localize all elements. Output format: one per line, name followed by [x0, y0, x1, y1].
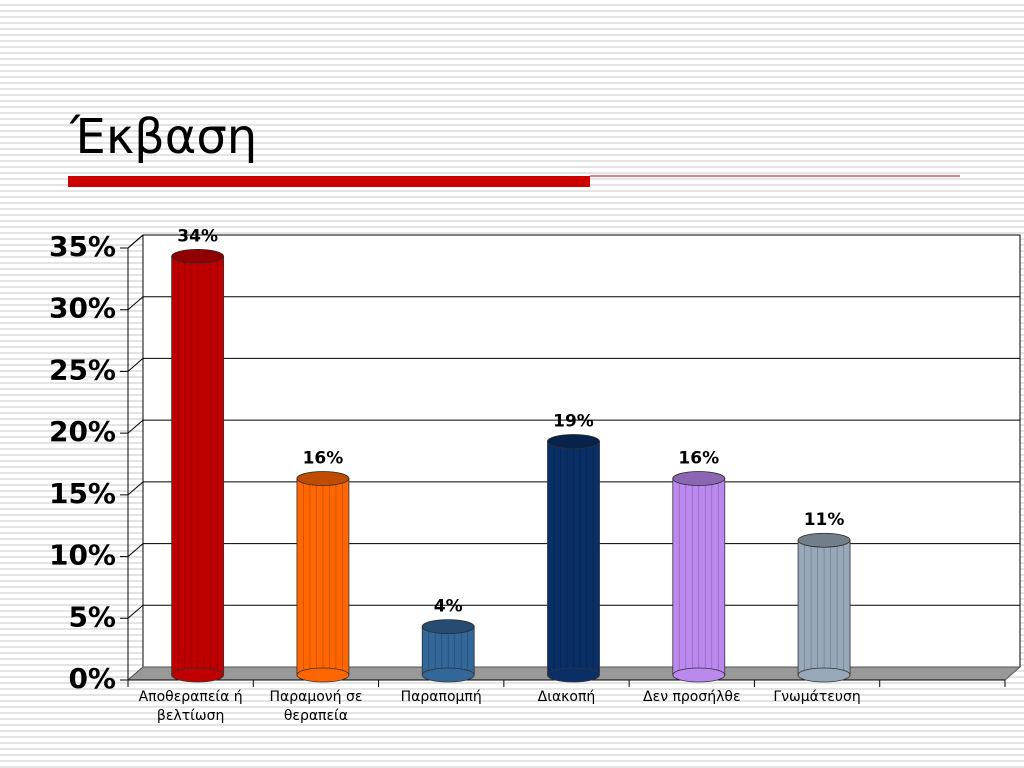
x-tick-label: Παραπομπή: [400, 689, 482, 705]
bar-group: [296, 471, 350, 683]
grid-line-side: [127, 543, 144, 557]
title-underline: [68, 176, 590, 187]
x-tick-label: Αποθεραπεία ή βελτίωση: [138, 689, 243, 724]
bar: [797, 539, 851, 676]
bar-top: [797, 532, 851, 548]
y-tick-label: 30%: [49, 292, 116, 325]
value-label: 11%: [804, 510, 845, 530]
y-tick-label: 20%: [49, 415, 116, 448]
bar: [296, 478, 350, 676]
bar: [171, 255, 225, 676]
bar-top: [672, 471, 726, 486]
x-tick-label-box: Παραμονή σε θεραπεία: [269, 689, 363, 724]
bar-top: [296, 471, 350, 486]
bar-base: [547, 667, 600, 683]
bar: [672, 478, 726, 676]
x-tick-label: Διακοπή: [537, 689, 596, 705]
bar-group: [672, 471, 726, 683]
value-label: 16%: [678, 449, 719, 469]
grid-line-side: [127, 296, 144, 311]
x-tick-label-box: Παραπομπή: [400, 689, 482, 705]
x-tick-label: Δεν προσήλθε: [643, 689, 741, 705]
bar-base: [296, 667, 350, 683]
bar-group: [547, 434, 600, 683]
value-label: 4%: [434, 597, 463, 617]
value-label: 19%: [553, 411, 594, 431]
grid-line-side: [127, 481, 144, 496]
bar-group: [797, 532, 851, 683]
bar: [421, 626, 475, 676]
bar-group: [171, 248, 225, 683]
bar-base: [797, 667, 851, 683]
bar-top: [421, 619, 475, 635]
y-tick-label: 5%: [68, 600, 116, 633]
x-tick-label: Γνωμάτευση: [773, 689, 861, 705]
x-tick-label-box: Αποθεραπεία ή βελτίωση: [138, 689, 243, 724]
bar-base: [171, 667, 225, 683]
bar-top: [171, 248, 225, 264]
chart-title: Έκβαση: [69, 109, 257, 165]
value-label: 34%: [177, 226, 218, 246]
y-tick-label: 25%: [49, 353, 116, 386]
grid-line-side: [127, 419, 144, 434]
x-tick-label-box: Δεν προσήλθε: [643, 689, 741, 705]
grid-line-side: [127, 358, 144, 372]
x-tick-label-box: Διακοπή: [537, 689, 596, 705]
value-label: 16%: [303, 449, 344, 469]
bar-group: [421, 619, 475, 683]
bar: [547, 441, 600, 676]
bar-top-shade: [171, 249, 224, 264]
bar-base: [421, 667, 475, 683]
bar-top-shade: [798, 533, 851, 548]
y-tick-label: 0%: [68, 662, 116, 695]
bar-base: [672, 667, 726, 683]
bar-top: [547, 434, 600, 449]
grid-line-side: [127, 604, 144, 619]
bar-top-shade: [422, 619, 475, 634]
x-tick-label-box: Γνωμάτευση: [773, 689, 861, 705]
bar-top-shade: [672, 471, 725, 486]
y-tick-label: 10%: [49, 539, 116, 572]
bar-top-shade: [547, 434, 600, 449]
bar-top-shade: [296, 471, 349, 486]
y-tick-label: 15%: [49, 477, 116, 510]
grid-line-side: [127, 234, 144, 249]
y-tick-label: 35%: [49, 230, 116, 263]
x-tick-label: Παραμονή σε θεραπεία: [269, 689, 363, 724]
